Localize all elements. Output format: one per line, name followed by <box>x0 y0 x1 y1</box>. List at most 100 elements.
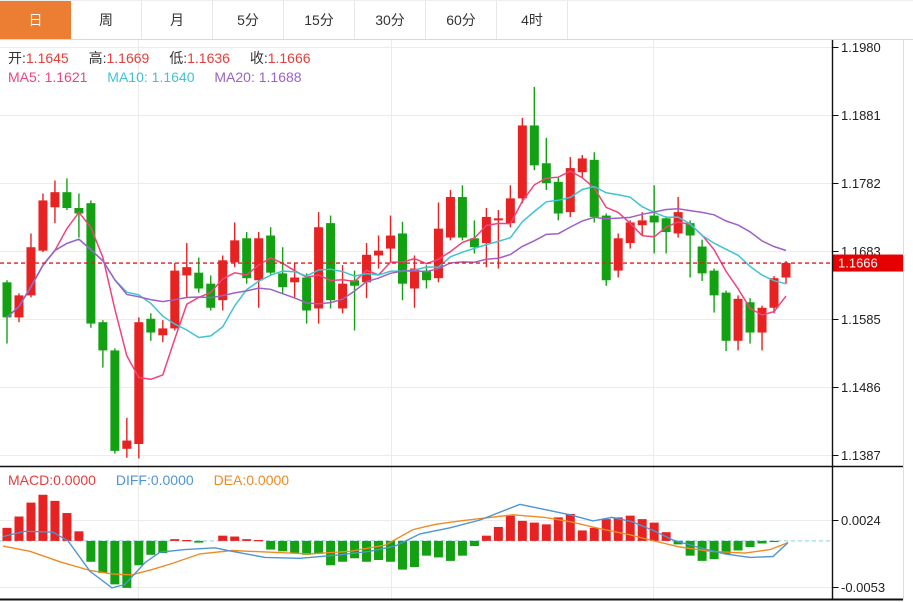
macd-bar[interactable] <box>134 540 144 566</box>
macd-bar[interactable] <box>194 540 204 543</box>
macd-bar[interactable] <box>397 540 407 570</box>
macd-bar[interactable] <box>469 540 479 547</box>
candle[interactable] <box>326 223 336 301</box>
tab-15min[interactable]: 15分 <box>284 1 355 39</box>
candle[interactable] <box>278 273 288 288</box>
candle[interactable] <box>613 238 623 271</box>
candle[interactable] <box>266 235 276 273</box>
candle[interactable] <box>86 203 96 324</box>
macd-bar[interactable] <box>350 540 360 559</box>
candle[interactable] <box>182 267 192 276</box>
macd-bar[interactable] <box>721 540 731 554</box>
tab-month[interactable]: 月 <box>142 1 213 39</box>
candle[interactable] <box>194 272 204 289</box>
candle[interactable] <box>386 235 396 249</box>
candle[interactable] <box>577 158 587 173</box>
candle[interactable] <box>769 278 779 308</box>
candle[interactable] <box>397 233 407 284</box>
macd-bar[interactable] <box>302 540 312 555</box>
candle[interactable] <box>541 163 551 184</box>
macd-bar[interactable] <box>457 540 467 556</box>
macd-bar[interactable] <box>553 517 563 541</box>
tab-60min[interactable]: 60分 <box>426 1 497 39</box>
macd-bar[interactable] <box>613 517 623 541</box>
macd-bar[interactable] <box>733 540 743 551</box>
macd-bar[interactable] <box>577 530 587 541</box>
macd-bar[interactable] <box>158 540 168 554</box>
macd-bar[interactable] <box>757 540 767 544</box>
macd-bar[interactable] <box>74 531 84 541</box>
candle[interactable] <box>553 181 563 214</box>
candle[interactable] <box>733 298 743 341</box>
tab-day[interactable]: 日 <box>0 1 71 39</box>
tab-4hour[interactable]: 4时 <box>497 1 568 39</box>
candle[interactable] <box>493 218 503 221</box>
macd-bar[interactable] <box>589 527 599 541</box>
candle[interactable] <box>242 238 252 279</box>
candle[interactable] <box>218 260 228 301</box>
tab-week[interactable]: 周 <box>71 1 142 39</box>
macd-bar[interactable] <box>254 540 264 542</box>
macd-bar[interactable] <box>421 540 431 556</box>
macd-bar[interactable] <box>182 540 192 542</box>
candle[interactable] <box>445 196 455 238</box>
macd-bar[interactable] <box>86 540 96 562</box>
macd-bar[interactable] <box>266 540 276 550</box>
macd-bar[interactable] <box>673 540 683 545</box>
macd-bar[interactable] <box>565 513 575 541</box>
macd-bar[interactable] <box>62 513 72 541</box>
macd-bar[interactable] <box>481 535 491 541</box>
candle[interactable] <box>122 440 132 449</box>
candle[interactable] <box>230 240 240 263</box>
candle[interactable] <box>134 322 144 444</box>
candle[interactable] <box>517 125 527 199</box>
macd-bar[interactable] <box>242 539 252 541</box>
macd-bar[interactable] <box>110 540 120 585</box>
tab-30min[interactable]: 30分 <box>355 1 426 39</box>
candle[interactable] <box>721 292 731 341</box>
macd-bar[interactable] <box>122 540 132 588</box>
candle[interactable] <box>409 268 419 289</box>
macd-bar[interactable] <box>218 535 228 541</box>
candle[interactable] <box>649 215 659 223</box>
macd-bar[interactable] <box>386 540 396 562</box>
macd-bar[interactable] <box>433 540 443 558</box>
candle[interactable] <box>637 220 647 226</box>
candle[interactable] <box>757 307 767 333</box>
macd-bar[interactable] <box>637 519 647 541</box>
macd-bar[interactable] <box>409 540 419 567</box>
candle[interactable] <box>457 196 467 238</box>
macd-bar[interactable] <box>493 526 503 541</box>
candle[interactable] <box>505 198 515 224</box>
candle[interactable] <box>338 283 348 309</box>
candle[interactable] <box>158 328 168 336</box>
macd-bar[interactable] <box>278 540 288 552</box>
candle[interactable] <box>529 125 539 166</box>
macd-bar[interactable] <box>745 540 755 547</box>
candle[interactable] <box>62 192 72 208</box>
candle[interactable] <box>2 282 12 318</box>
candle[interactable] <box>38 200 48 251</box>
candle[interactable] <box>685 223 695 236</box>
macd-bar[interactable] <box>26 502 36 541</box>
candle[interactable] <box>254 238 264 281</box>
candle[interactable] <box>98 322 108 351</box>
candle[interactable] <box>26 247 36 296</box>
macd-bar[interactable] <box>709 540 719 560</box>
candle[interactable] <box>745 302 755 333</box>
candle[interactable] <box>350 280 360 286</box>
macd-bar[interactable] <box>529 522 539 541</box>
candle[interactable] <box>290 277 300 283</box>
candle[interactable] <box>781 263 791 278</box>
macd-bar[interactable] <box>50 500 60 541</box>
macd-bar[interactable] <box>541 524 551 541</box>
macd-bar[interactable] <box>697 540 707 561</box>
candle[interactable] <box>302 277 312 311</box>
candle[interactable] <box>374 250 384 256</box>
macd-bar[interactable] <box>290 540 300 554</box>
candle[interactable] <box>74 207 84 214</box>
macd-bar[interactable] <box>146 540 156 555</box>
macd-bar[interactable] <box>14 516 24 541</box>
candle[interactable] <box>673 212 683 234</box>
candlestick-chart[interactable]: 1.19801.18811.17821.16831.15851.14861.13… <box>0 40 913 602</box>
